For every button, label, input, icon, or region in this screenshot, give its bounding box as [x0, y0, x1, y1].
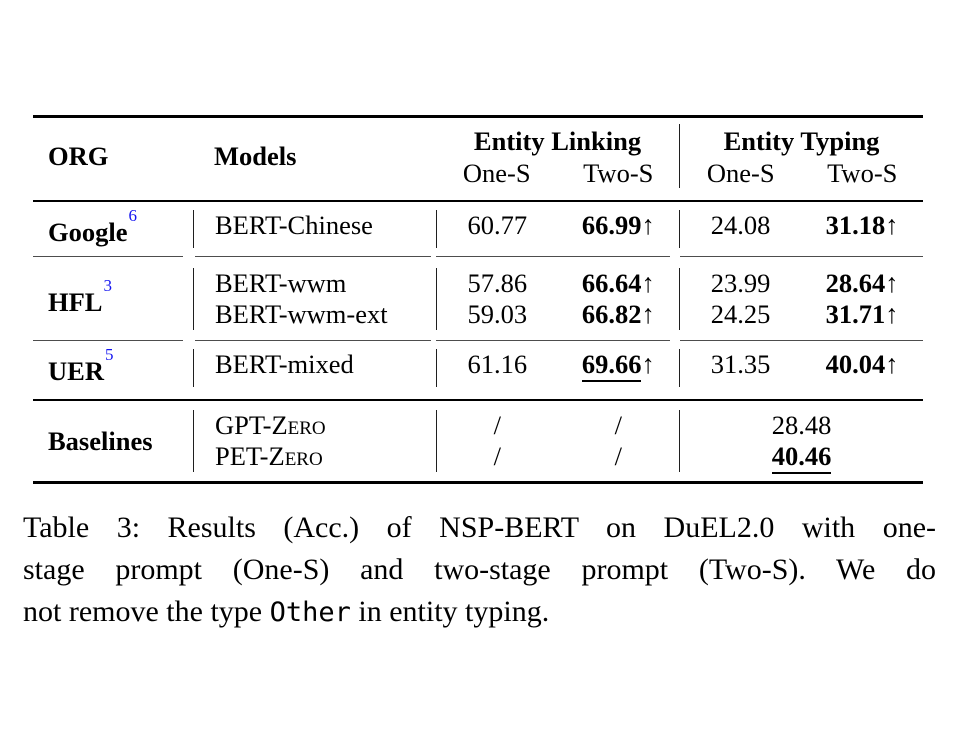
footnote-ref: 6 — [128, 206, 138, 226]
table-top-rule — [33, 115, 923, 118]
el-two-s-value: 66.82↑ — [558, 299, 680, 330]
caption-line-3: not remove the type Other in entity typi… — [23, 591, 936, 634]
el-one-s-value: / — [436, 441, 558, 473]
et-two-s-subheader: Two-S — [827, 158, 898, 188]
el-two-s-subheader: Two-S — [583, 158, 654, 188]
et-one-s-value: 23.99 — [679, 268, 801, 300]
el-two-s-value: 66.99↑ — [558, 210, 680, 248]
el-two-s-value: / — [614, 441, 622, 472]
org-cell-uer: UER5 — [33, 345, 193, 387]
header-bottom-rule — [33, 200, 923, 203]
el-two-s-value: 66.64↑ — [558, 268, 680, 299]
up-arrow-icon: ↑ — [885, 268, 899, 299]
table-bottom-rule — [33, 481, 923, 485]
model-cell: GPT-Zero — [193, 410, 436, 442]
org-cell-baselines: Baselines — [48, 425, 153, 456]
inline-code-other: Other — [269, 597, 351, 628]
et-two-s-value: 31.71↑ — [801, 299, 923, 330]
up-arrow-icon: ↑ — [885, 299, 899, 330]
el-two-s-value: / — [614, 410, 622, 441]
entity-typing-subheaders: One-S Two-S — [680, 158, 923, 188]
value: 66.82 — [581, 299, 642, 330]
entity-typing-label: Entity Typing — [723, 126, 880, 156]
entity-linking-subheaders: One-S Two-S — [436, 158, 679, 188]
entity-linking-group-header: Entity Linking One-S Two-S — [436, 124, 679, 188]
value: 31.18 — [825, 210, 886, 241]
table-row-hfl: HFL3 BERT-wwm 57.86 66.64↑ 23.99 28.64↑ … — [33, 258, 923, 340]
org-name: Google — [48, 217, 128, 248]
el-one-s-value: 59.03 — [436, 299, 558, 331]
caption-line-2: stage prompt (One-S) and two-stage promp… — [23, 553, 936, 586]
et-one-s-value: 24.08 — [679, 210, 801, 249]
entity-typing-merged-cell: 28.48 40.46 — [679, 410, 923, 475]
row-separator — [33, 340, 923, 342]
baseline-et-value: 28.48 — [771, 410, 832, 441]
up-arrow-icon: ↑ — [641, 268, 655, 299]
best-value-underlined: 40.46 — [771, 441, 832, 475]
entity-linking-label: Entity Linking — [473, 126, 642, 156]
value: 40.04 — [825, 349, 886, 380]
table-row-baselines: Baselines GPT-Zero / / 28.48 40.46 PET-Z… — [33, 401, 923, 481]
el-one-s-subheader: One-S — [462, 158, 531, 188]
results-table: ORG Models Entity Linking One-S Two-S En… — [33, 115, 923, 485]
org-cell-hfl: HFL3 — [33, 276, 193, 318]
model-cell: PET-Zero — [193, 441, 436, 473]
entity-typing-group-header: Entity Typing One-S Two-S — [679, 124, 923, 188]
footnote-ref: 5 — [104, 345, 114, 365]
org-column-header: ORG — [48, 140, 109, 171]
table-header-row: ORG Models Entity Linking One-S Two-S En… — [33, 118, 923, 200]
value: 28.64 — [825, 268, 886, 299]
org-name: HFL — [48, 287, 103, 318]
el-one-s-value: 60.77 — [436, 210, 558, 249]
up-arrow-icon: ↑ — [641, 210, 655, 241]
table-caption: Table 3: Results (Acc.) of NSP-BERT on D… — [23, 507, 936, 634]
up-arrow-icon: ↑ — [885, 210, 899, 241]
up-arrow-icon: ↑ — [641, 299, 655, 330]
caption-text: in entity typing. — [350, 595, 550, 628]
footnote-ref: 3 — [103, 276, 112, 296]
table-row-google: Google6 BERT-Chinese 60.77 66.99↑ 24.08 … — [33, 202, 923, 256]
best-value-underlined: 69.66 — [581, 349, 642, 383]
et-one-s-value: 31.35 — [679, 349, 801, 388]
model-cell: BERT-mixed — [193, 349, 436, 388]
el-two-s-value-best: 69.66↑ — [558, 349, 680, 387]
value: 66.99 — [581, 210, 642, 241]
caption-line-1: Table 3: Results (Acc.) of NSP-BERT on D… — [23, 511, 936, 544]
value: 31.71 — [825, 299, 886, 330]
baselines-top-rule — [33, 399, 923, 402]
models-column-header: Models — [214, 140, 297, 171]
row-separator — [33, 256, 923, 258]
el-one-s-value: / — [436, 410, 558, 442]
et-two-s-value: 40.04↑ — [801, 349, 923, 387]
model-cell: BERT-wwm — [193, 268, 436, 300]
el-one-s-value: 57.86 — [436, 268, 558, 300]
caption-text: not remove the type — [23, 595, 270, 628]
et-one-s-subheader: One-S — [706, 158, 775, 188]
et-two-s-value: 31.18↑ — [801, 210, 923, 248]
up-arrow-icon: ↑ — [885, 349, 899, 380]
org-name: UER — [48, 356, 104, 387]
up-arrow-icon: ↑ — [641, 349, 655, 380]
model-cell: BERT-wwm-ext — [193, 299, 436, 331]
et-two-s-value: 28.64↑ — [801, 268, 923, 299]
baseline-et-value-best: 40.46 — [680, 441, 923, 475]
table-row-uer: UER5 BERT-mixed 61.16 69.66↑ 31.35 40.04… — [33, 342, 923, 399]
org-cell-google: Google6 — [33, 206, 193, 248]
el-one-s-value: 61.16 — [436, 349, 558, 388]
model-cell: BERT-Chinese — [193, 210, 436, 249]
et-one-s-value: 24.25 — [679, 299, 801, 331]
value: 66.64 — [581, 268, 642, 299]
